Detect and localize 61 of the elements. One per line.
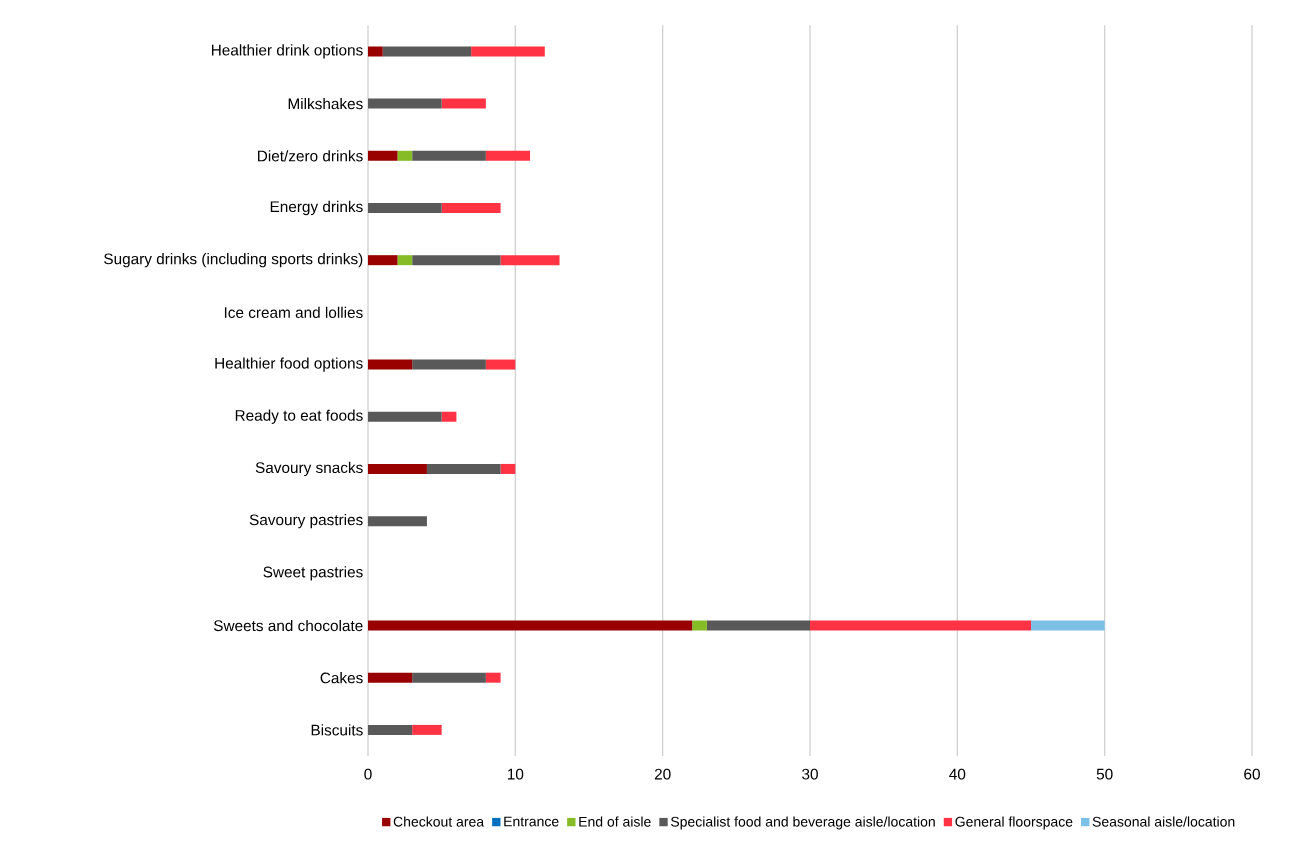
bar [471, 46, 545, 57]
bar [412, 672, 486, 683]
y-tick-label: Energy drinks [270, 200, 363, 216]
y-tick-label: Sugary drinks (including sports drinks) [104, 253, 363, 268]
bar [368, 359, 413, 370]
bar [426, 463, 501, 474]
legend-label: Entrance [504, 816, 559, 827]
bar [368, 46, 383, 57]
bar [412, 359, 486, 370]
bar [368, 255, 398, 266]
x-tick-label: 50 [1096, 768, 1113, 780]
bar [810, 620, 1031, 631]
x-tick-label: 10 [507, 768, 524, 780]
bar [412, 724, 442, 735]
legend-label: End of aisle [579, 816, 651, 827]
y-tick-label: Sweets and chocolate [213, 619, 363, 632]
legend-label: Seasonal aisle/location [1092, 816, 1235, 827]
x-tick-label: 0 [364, 768, 372, 780]
bar [382, 46, 472, 57]
bar [368, 98, 442, 109]
bar [706, 620, 810, 631]
bar [368, 202, 442, 213]
bar [412, 255, 501, 266]
bar [1031, 620, 1105, 631]
legend-label: Specialist food and beverage aisle/location [670, 816, 935, 830]
y-tick-label: Biscuits [311, 724, 363, 736]
bar [441, 98, 486, 109]
bar [397, 150, 413, 161]
y-tick-label: Milkshakes [288, 97, 363, 110]
x-tick-label: 60 [1244, 768, 1260, 780]
bar [412, 150, 486, 161]
bar [368, 620, 693, 631]
y-tick-label: Diet/zero drinks [258, 150, 363, 162]
y-tick-label: Savoury pastries [249, 513, 363, 529]
legend-label: General floorspace [955, 816, 1073, 830]
bar [441, 202, 501, 213]
y-tick-label: Healthier food options [215, 357, 363, 372]
y-tick-label: Ready to eat foods [235, 409, 363, 424]
bar [368, 411, 442, 422]
bar [500, 255, 560, 266]
x-tick-label: 30 [802, 768, 818, 780]
bar [500, 463, 516, 474]
bar [692, 620, 707, 631]
bar [368, 672, 413, 683]
bar [485, 672, 501, 683]
y-tick-label: Sweet pastries [263, 566, 363, 581]
bar [441, 411, 457, 422]
bar [485, 359, 516, 370]
y-tick-label: Savoury snacks [255, 461, 363, 477]
bar [368, 516, 427, 527]
bar [368, 724, 413, 735]
legend-label: Checkout area [393, 816, 485, 827]
x-tick-label: 40 [949, 768, 966, 780]
bar [397, 255, 413, 266]
bar [368, 150, 398, 161]
bar [485, 150, 531, 161]
x-tick-label: 20 [654, 768, 671, 780]
y-tick-label: Cakes [320, 672, 363, 684]
bar [368, 463, 427, 474]
y-tick-label: Healthier drink options [211, 44, 363, 59]
y-tick-label: Ice cream and lollies [224, 306, 363, 318]
